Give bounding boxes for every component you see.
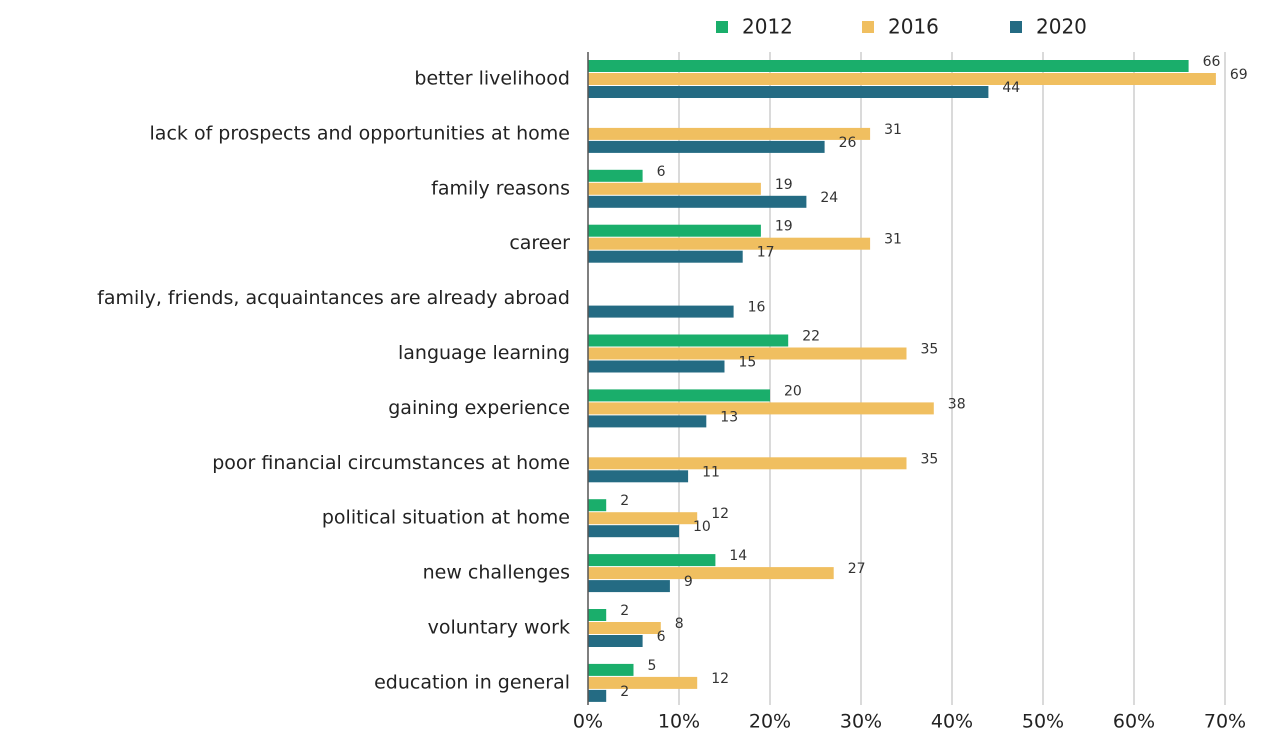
- category-label: career: [509, 232, 570, 254]
- bar: [588, 622, 661, 634]
- value-label: 2: [620, 603, 629, 619]
- bar: [588, 250, 743, 263]
- value-label: 11: [702, 464, 720, 480]
- value-label: 66: [1203, 54, 1221, 70]
- bar: [588, 127, 871, 140]
- x-tick-label: 50%: [1022, 711, 1064, 733]
- bar: [588, 470, 689, 483]
- value-label: 44: [1002, 80, 1020, 96]
- legend-swatch: [1010, 21, 1022, 33]
- bar: [588, 86, 989, 98]
- value-label: 19: [775, 177, 793, 193]
- value-label: 27: [848, 561, 866, 577]
- value-label: 14: [729, 548, 747, 564]
- bar: [588, 457, 907, 470]
- value-label: 26: [839, 135, 857, 151]
- value-label: 16: [748, 300, 766, 316]
- value-label: 2: [620, 684, 629, 700]
- value-label: 6: [657, 629, 666, 645]
- value-label: 31: [884, 122, 902, 138]
- bar: [588, 663, 634, 676]
- bar: [588, 347, 907, 360]
- bar: [588, 237, 871, 250]
- value-label: 38: [948, 396, 966, 412]
- bar: [588, 60, 1189, 72]
- category-label: lack of prospects and opportunities at h…: [150, 122, 570, 144]
- category-label: political situation at home: [322, 507, 570, 529]
- bar: [588, 402, 934, 415]
- legend-swatch: [862, 21, 874, 33]
- category-label: family reasons: [431, 177, 570, 199]
- legend-label: 2012: [742, 15, 793, 39]
- legend-swatch: [716, 21, 728, 33]
- value-label: 24: [820, 190, 838, 206]
- bar: [588, 389, 770, 402]
- x-tick-label: 20%: [749, 711, 791, 733]
- legend-label: 2016: [888, 15, 939, 39]
- bar: [588, 499, 607, 512]
- bar: [588, 525, 679, 538]
- value-label: 22: [802, 329, 820, 345]
- value-label: 12: [711, 671, 729, 687]
- value-label: 8: [675, 616, 684, 632]
- value-label: 35: [921, 451, 939, 467]
- category-label: family, friends, acquaintances are alrea…: [97, 287, 570, 309]
- bar: [588, 195, 807, 208]
- bar: [588, 360, 725, 373]
- value-label: 15: [739, 355, 757, 371]
- value-label: 20: [784, 383, 802, 399]
- value-label: 6: [657, 164, 666, 180]
- category-label: voluntary work: [428, 617, 570, 639]
- x-tick-label: 30%: [840, 711, 882, 733]
- bar: [588, 635, 643, 647]
- bar: [588, 182, 761, 195]
- value-label: 19: [775, 219, 793, 235]
- category-label: better livelihood: [414, 68, 570, 90]
- bar: [588, 580, 670, 593]
- legend-label: 2020: [1036, 15, 1087, 39]
- bar: [588, 512, 698, 525]
- bar: [588, 415, 707, 428]
- value-label: 5: [648, 658, 657, 674]
- value-label: 2: [620, 493, 629, 509]
- bar: [588, 224, 761, 237]
- value-label: 17: [757, 245, 775, 261]
- value-label: 9: [684, 574, 693, 590]
- x-tick-label: 60%: [1113, 711, 1155, 733]
- x-tick-label: 10%: [658, 711, 700, 733]
- value-label: 10: [693, 519, 711, 535]
- bar: [588, 676, 698, 689]
- x-tick-label: 40%: [931, 711, 973, 733]
- category-label: education in general: [374, 671, 570, 693]
- bar: [588, 305, 734, 318]
- bar: [588, 140, 825, 153]
- bar: [588, 567, 834, 580]
- bar: [588, 554, 716, 567]
- category-label: poor financial circumstances at home: [212, 452, 570, 474]
- x-tick-label: 0%: [573, 711, 603, 733]
- x-tick-label: 70%: [1204, 711, 1246, 733]
- value-label: 35: [921, 342, 939, 358]
- category-label: new challenges: [423, 562, 570, 584]
- value-label: 69: [1230, 67, 1248, 83]
- category-label: language learning: [398, 342, 570, 364]
- value-label: 12: [711, 506, 729, 522]
- bar: [588, 73, 1216, 85]
- bar: [588, 334, 789, 347]
- bar: [588, 689, 607, 702]
- bar: [588, 609, 607, 621]
- value-label: 13: [720, 409, 738, 425]
- value-label: 31: [884, 232, 902, 248]
- bar: [588, 169, 643, 182]
- category-label: gaining experience: [388, 397, 570, 419]
